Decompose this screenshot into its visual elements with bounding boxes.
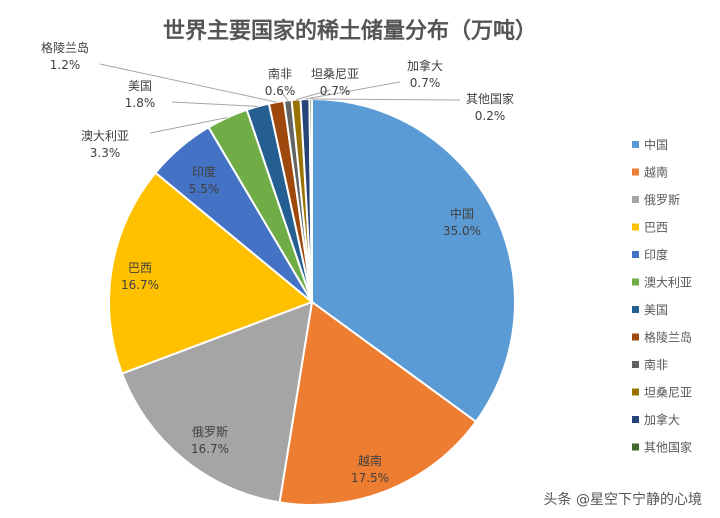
leader-line [171, 101, 258, 107]
leader-lines [99, 63, 461, 134]
legend-swatch [632, 168, 639, 176]
legend-swatch [632, 443, 639, 451]
slice-label-name: 中国 [450, 206, 474, 221]
legend-swatch [632, 333, 639, 341]
legend-entry: 南非 [644, 357, 668, 372]
leader-line [279, 89, 289, 101]
legend-entry: 加拿大 [644, 412, 680, 427]
leader-line [304, 81, 401, 100]
watermark: 头条 @星空下宁静的心境 [539, 488, 706, 510]
legend-entry: 其他国家 [644, 440, 692, 455]
legend-entry: 巴西 [644, 221, 668, 235]
legend-swatch [632, 223, 639, 231]
slice-label-value: 0.7% [320, 84, 351, 98]
slice-label-value: 16.7% [191, 442, 229, 456]
slice-label-name: 俄罗斯 [192, 425, 228, 439]
legend-swatch [632, 251, 639, 258]
pie-slice [108, 171, 314, 375]
legend-swatch [632, 416, 639, 423]
slice-label-value: 0.2% [475, 109, 506, 123]
legend-entry: 印度 [644, 247, 668, 262]
slice-label-name: 澳大利亚 [81, 129, 129, 143]
slice-label-name: 坦桑尼亚 [311, 67, 359, 81]
slice-label-name: 越南 [358, 453, 382, 468]
slice-label-value: 35.0% [443, 224, 481, 238]
legend-entry: 中国 [644, 137, 668, 152]
leader-line [310, 98, 461, 101]
chart-title: 世界主要国家的稀土储量分布（万吨） [163, 18, 537, 44]
slice-label-value: 0.7% [410, 76, 441, 90]
leader-line [149, 117, 228, 134]
slice-label-value: 16.7% [121, 278, 159, 292]
data-labels: 中国 35.0% 越南 17.5% 俄罗斯 16.7% 巴西 16.7% 印度 5.5% 澳大利亚 3… [41, 40, 514, 485]
legend-entry: 澳大利亚 [644, 276, 692, 290]
slice-label-name: 格陵兰岛 [41, 40, 89, 55]
legend-swatch [632, 388, 639, 396]
legend-entry: 俄罗斯 [644, 193, 680, 207]
pie-slices [108, 97, 516, 506]
legend-swatch [632, 306, 639, 313]
slice-label-value: 1.2% [50, 58, 81, 72]
leader-line [295, 89, 331, 101]
legend-entry: 越南 [644, 165, 668, 180]
legend-entry: 美国 [644, 303, 668, 317]
slice-label-value: 3.3% [90, 146, 121, 160]
legend-swatch [632, 196, 639, 203]
slice-label-name: 印度 [192, 164, 216, 179]
pie-slice [120, 300, 314, 504]
slice-label-value: 5.5% [189, 182, 220, 196]
pie-slice [278, 300, 478, 506]
slice-label-value: 0.6% [265, 84, 296, 98]
slice-label-name: 巴西 [128, 261, 152, 275]
legend-swatch [632, 361, 639, 368]
legend-swatch [632, 141, 639, 148]
slice-label-name: 南非 [268, 66, 292, 81]
slice-label-name: 加拿大 [407, 58, 443, 73]
legend-swatch [632, 278, 639, 286]
slice-label-name: 美国 [128, 79, 152, 93]
slice-label-value: 17.5% [351, 471, 389, 485]
legend-entry: 坦桑尼亚 [644, 386, 692, 400]
slice-label-name: 其他国家 [466, 91, 514, 106]
pie-slice [311, 97, 516, 424]
legend-entry: 格陵兰岛 [644, 330, 692, 345]
leader-line [99, 63, 277, 103]
slice-label-value: 1.8% [125, 96, 156, 110]
